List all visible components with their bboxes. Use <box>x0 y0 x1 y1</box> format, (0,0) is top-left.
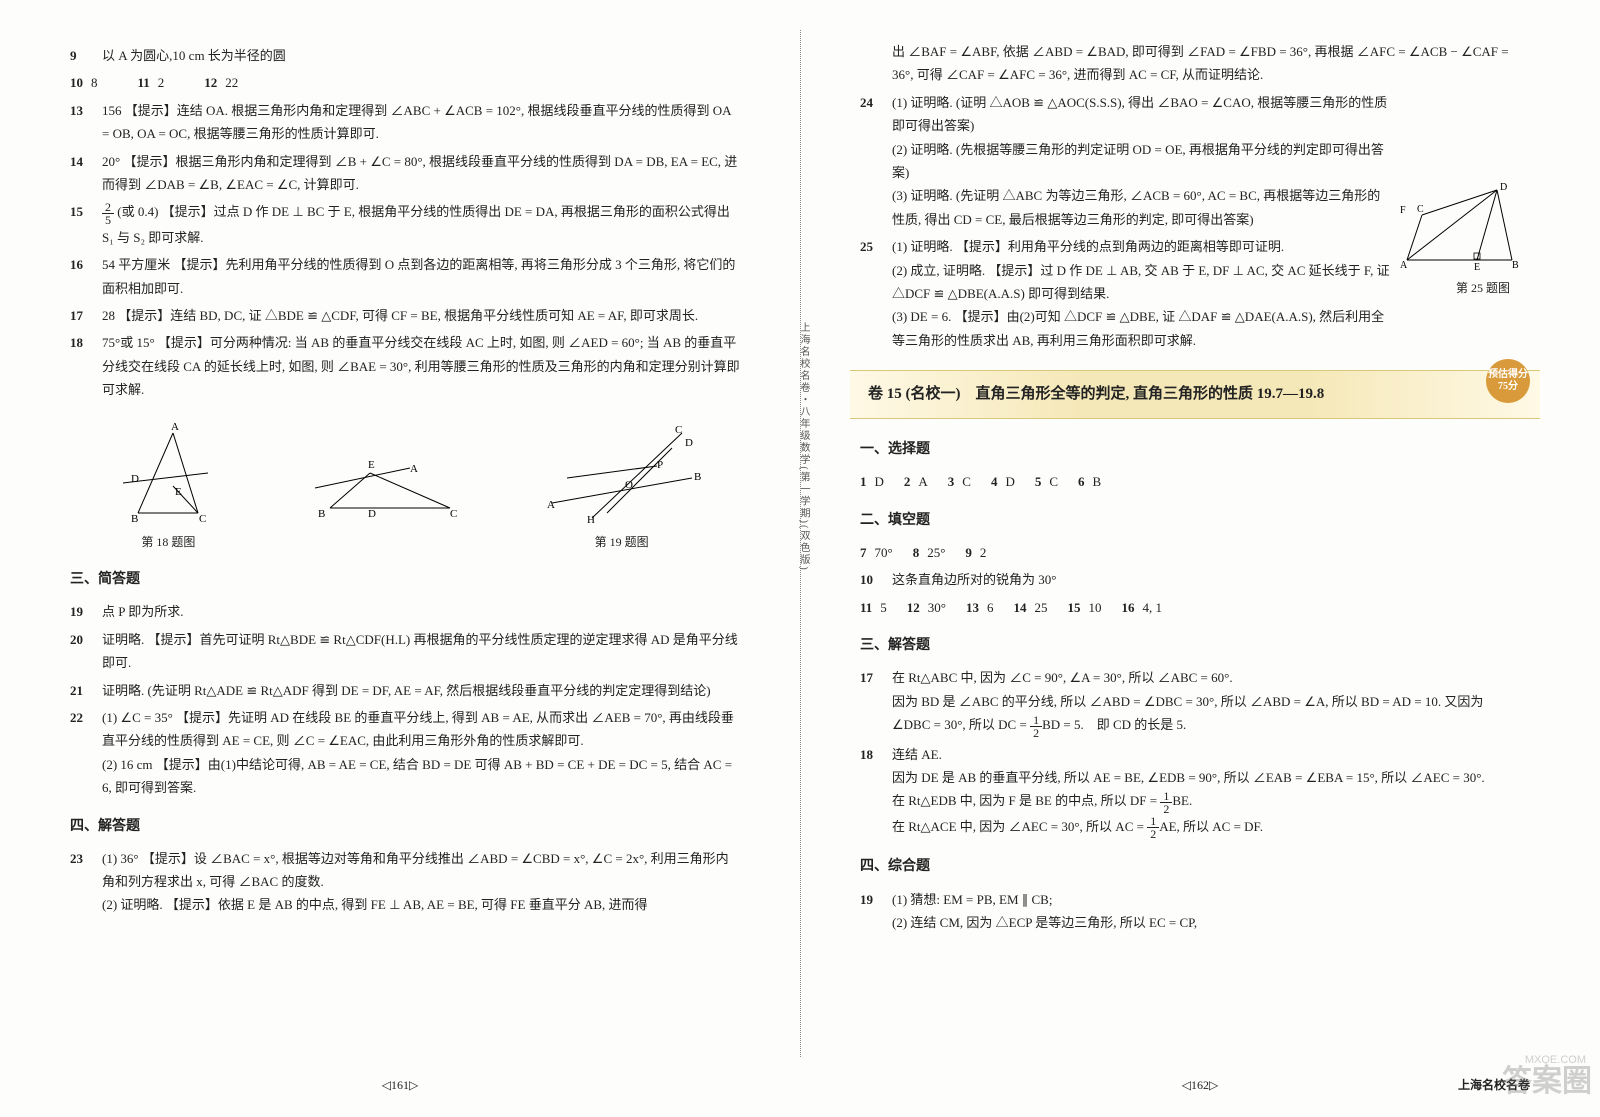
row-10-12: 108 112 1222 <box>70 71 740 94</box>
svg-text:O: O <box>625 479 633 491</box>
svg-text:D: D <box>131 473 139 485</box>
svg-text:D: D <box>685 437 693 449</box>
svg-text:A: A <box>171 421 179 433</box>
svg-text:C: C <box>675 424 682 436</box>
svg-text:B: B <box>318 508 325 520</box>
svg-text:C: C <box>1417 204 1424 215</box>
svg-text:D: D <box>368 508 376 520</box>
svg-text:C: C <box>450 508 457 520</box>
fig18-diagram: A D E B C <box>103 418 233 528</box>
section-4: 四、解答题 <box>70 814 740 839</box>
fig25-diagram: A B C D E F <box>1392 180 1522 275</box>
svg-text:E: E <box>175 486 182 498</box>
svg-text:A: A <box>410 463 418 475</box>
page-right: 出 ∠BAF = ∠ABF, 依据 ∠ABD = ∠BAD, 即可得到 ∠FAD… <box>800 0 1600 1117</box>
svg-text:P: P <box>657 459 663 471</box>
svg-text:D: D <box>1500 182 1507 193</box>
page-left: 9以 A 为圆心,10 cm 长为半径的圆 108 112 1222 13156… <box>0 0 800 1117</box>
fig18b-diagram: E A B D C <box>300 418 470 528</box>
section-banner: 卷 15 (名校一) 直角三角形全等的判定, 直角三角形的性质 19.7—19.… <box>850 370 1540 419</box>
fb2: 1151230°13614251510164, 1 <box>860 596 1530 619</box>
ans: 以 A 为圆心,10 cm 长为半径的圆 <box>102 44 740 67</box>
page-number-left: ◁161▷ <box>382 1075 418 1097</box>
svg-text:B: B <box>1512 260 1519 271</box>
fb1: 770°825°92 <box>860 541 1530 564</box>
svg-text:A: A <box>1400 260 1408 271</box>
svg-text:A: A <box>547 499 555 511</box>
score-badge: 预估得分 75分 <box>1486 359 1530 403</box>
qnum: 9 <box>70 44 102 67</box>
fig19-diagram: C D P B A H O <box>537 418 707 528</box>
svg-text:E: E <box>368 459 375 471</box>
svg-text:B: B <box>131 513 138 525</box>
page-number-right: ◁162▷ <box>1182 1075 1218 1097</box>
svg-text:B: B <box>694 471 701 483</box>
section-3: 三、简答题 <box>70 567 740 592</box>
svg-text:F: F <box>1400 205 1406 216</box>
figures-row: A D E B C 第 18 题图 E A B D <box>70 418 740 554</box>
mc-answers: 1D2A3C4D5C6B <box>860 470 1530 493</box>
svg-text:H: H <box>587 514 595 526</box>
watermark-text: 答案圈 <box>1502 1055 1592 1109</box>
svg-text:E: E <box>1474 262 1480 273</box>
svg-text:C: C <box>199 513 206 525</box>
